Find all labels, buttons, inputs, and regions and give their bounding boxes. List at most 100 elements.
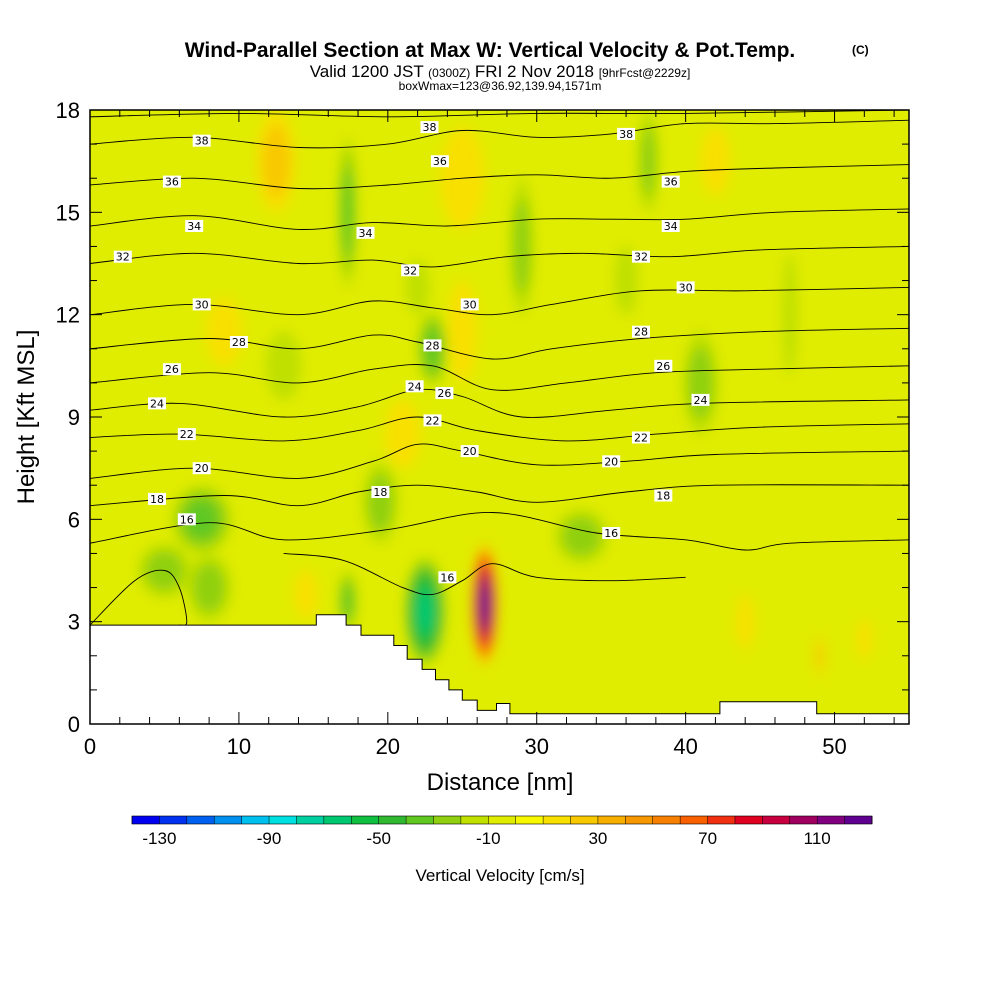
contour-label-bg (632, 431, 650, 444)
colorbar-tick-label: 70 (698, 829, 717, 848)
contour-label-text: 30 (195, 298, 209, 311)
contour-label: 16 (602, 527, 621, 540)
terrain-profile (90, 614, 909, 724)
contour-label-text: 38 (195, 135, 209, 148)
terrain (90, 614, 909, 724)
contour-label: 32 (113, 250, 132, 264)
contour-label: 22 (177, 428, 196, 441)
contour-label-bg (420, 121, 439, 134)
colorbar-swatch (296, 816, 325, 824)
contour-label-text: 24 (694, 394, 708, 407)
contour-label-text: 36 (165, 176, 179, 189)
contour-label: 32 (401, 264, 420, 277)
contour-label: 16 (177, 513, 196, 526)
x-tick-label: 40 (673, 734, 697, 759)
contour-label-text: 18 (656, 490, 670, 503)
contour-label-text: 16 (180, 513, 194, 526)
velocity-field-shading (137, 110, 872, 677)
contour-label-text: 28 (232, 336, 246, 349)
contour-label-bg (435, 387, 454, 400)
contour-label: 30 (676, 281, 695, 294)
contour-label: 28 (632, 325, 650, 339)
contour-label: 28 (229, 336, 248, 349)
colorbar-tick-label: -50 (366, 829, 391, 848)
theta-contour-38 (90, 119, 909, 149)
theta-contour-30 (90, 286, 909, 316)
contour-label-text: 20 (463, 445, 477, 458)
velocity-cell (184, 499, 219, 540)
contour-label-text: 36 (433, 155, 447, 168)
contour-label-bg (192, 134, 211, 147)
colorbar-swatch (680, 816, 708, 824)
velocity-cell (342, 583, 353, 619)
theta-contour-26 (90, 364, 909, 391)
contour-label-text: 16 (604, 527, 618, 540)
contour-label: 26 (162, 363, 181, 376)
contour-label-bg (602, 455, 621, 468)
colorbar-tick-label: 30 (588, 829, 607, 848)
contour-label-text: 26 (437, 387, 451, 400)
theta-contour-34 (90, 208, 909, 230)
x-tick-label: 10 (227, 734, 251, 759)
contour-label-bg (460, 298, 479, 311)
colorbar-swatch (488, 816, 517, 824)
colorbar-swatch (543, 816, 571, 824)
contour-label-text: 28 (426, 339, 440, 352)
contour-label-text: 20 (195, 462, 209, 475)
contour-label: 38 (420, 121, 439, 134)
contour-label-text: 34 (359, 227, 373, 240)
contour-label-bg (460, 445, 479, 458)
contour-label-bg (177, 428, 196, 441)
contour-label-text: 20 (604, 455, 618, 468)
velocity-cell (367, 473, 393, 532)
contour-label-text: 38 (423, 121, 437, 134)
contour-label-text: 16 (440, 571, 454, 584)
contour-label-bg (654, 359, 673, 372)
contour-label-bg (423, 339, 442, 352)
subtitle-part-utc: (0300Z) (428, 66, 470, 80)
velocity-cell (342, 169, 353, 256)
contour-label-bg (691, 393, 710, 406)
contour-label: 20 (192, 462, 211, 475)
contour-label: 34 (185, 220, 204, 233)
velocity-cell (206, 297, 242, 366)
contour-label-bg (401, 264, 420, 277)
theta-contours (90, 110, 909, 626)
contour-label-bg (148, 492, 166, 505)
colorbar-swatch (378, 816, 407, 824)
contour-label: 36 (162, 175, 181, 189)
subtitle-part-date: FRI 2 Nov 2018 (470, 62, 599, 81)
contour-label-text: 30 (463, 298, 477, 311)
contour-label: 30 (460, 298, 479, 311)
velocity-cell (782, 253, 798, 377)
y-tick-label: 12 (56, 303, 80, 328)
contour-label-text: 24 (150, 397, 164, 410)
contour-label-bg (423, 414, 442, 427)
velocity-cell (641, 124, 656, 198)
velocity-cell (562, 517, 601, 556)
theta-contour-16 (90, 512, 909, 551)
velocity-cell (193, 563, 225, 612)
contour-label: 24 (405, 380, 424, 393)
chart-subtitle-2: boxWmax=123@36.92,139.94,1571m (399, 79, 602, 93)
colorbar-swatch (159, 816, 188, 824)
contour-label: 38 (192, 134, 211, 148)
contour-label-bg (676, 281, 695, 294)
contour-label-text: 32 (403, 264, 417, 277)
y-tick-label: 0 (68, 712, 80, 737)
x-tick-label: 0 (84, 734, 96, 759)
colorbar-swatch (433, 816, 462, 824)
velocity-cell (294, 570, 318, 619)
theta-contour-22 (90, 416, 909, 442)
contour-label: 36 (430, 155, 449, 168)
subtitle-part-fcst: [9hrFcst@2229z] (599, 66, 691, 80)
colorbar-swatch (789, 816, 818, 824)
colorbar-swatch (570, 816, 599, 824)
contour-labels: 16 16 16 18 18 18 20 20 20 22 22 22 24 24 24 26 26 26 28 28… (113, 121, 710, 584)
x-tick-label: 30 (524, 734, 548, 759)
theta-contour-16 (283, 552, 686, 596)
contour-label: 22 (632, 431, 650, 445)
contour-label-bg (654, 489, 673, 502)
chart-subtitle: Valid 1200 JST (0300Z) FRI 2 Nov 2018 [9… (310, 62, 691, 81)
